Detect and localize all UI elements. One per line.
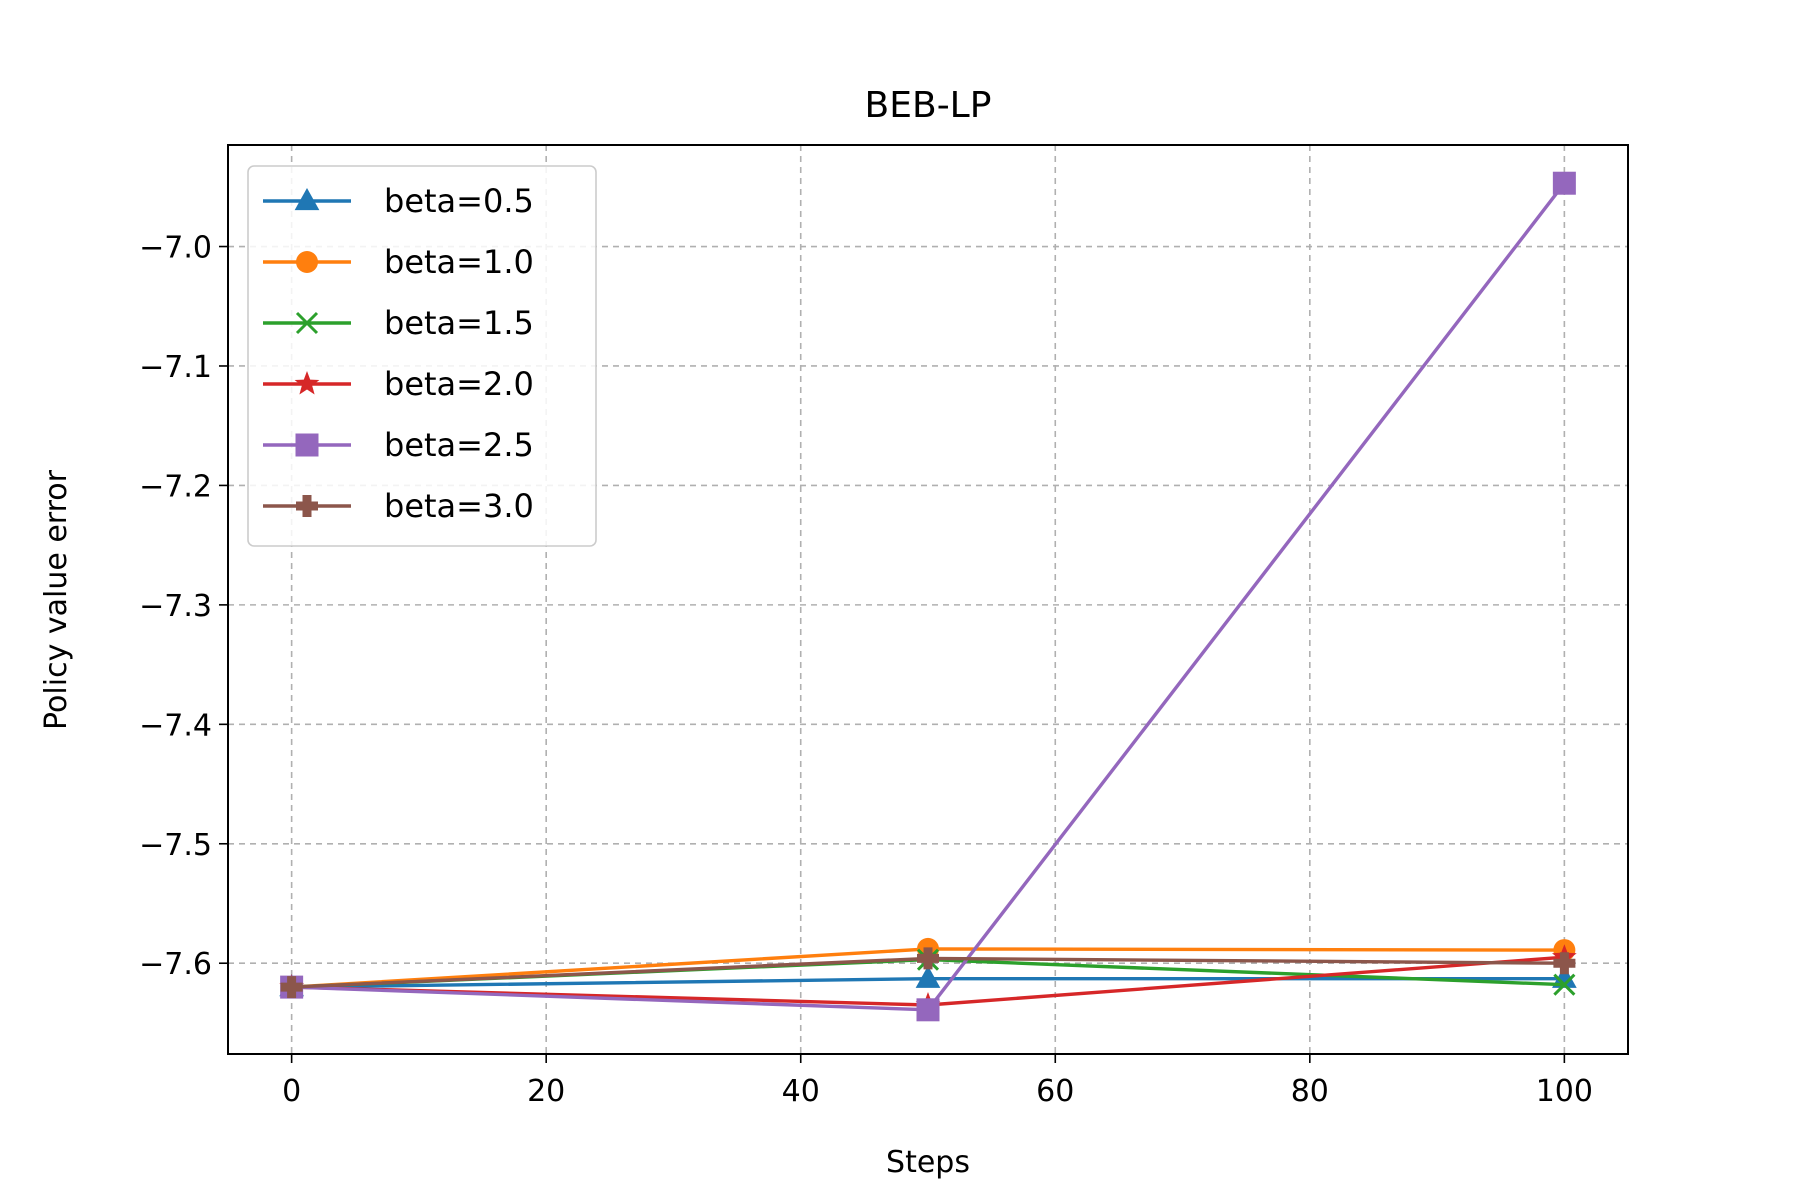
- x-tick-label: 100: [1536, 1074, 1593, 1109]
- data-point: [1552, 965, 1577, 988]
- legend-item: beta=2.5: [263, 426, 534, 464]
- legend-marker: [294, 188, 320, 211]
- x-tick-label: 20: [527, 1074, 565, 1109]
- data-point: [917, 947, 939, 970]
- legend-item: beta=1.5: [263, 304, 534, 342]
- x-tick-label: 40: [782, 1074, 820, 1109]
- legend-item: beta=0.5: [263, 182, 534, 220]
- x-axis-label: Steps: [886, 1145, 970, 1180]
- legend-item: beta=2.0: [263, 365, 534, 403]
- tick-layer: 0 20 40 60 80 100 −7.6 −7.5 −7.4 −7.3 −7.2 −7.1 −7.0: [139, 231, 1593, 1109]
- legend-item: beta=3.0: [263, 487, 534, 525]
- series-beta=2.5: [280, 171, 1576, 1022]
- legend-marker: [296, 251, 318, 273]
- data-point: [1553, 952, 1576, 975]
- legend-label: beta=0.5: [384, 182, 534, 220]
- legend-marker: [296, 495, 318, 517]
- series-layer: [279, 171, 1577, 1022]
- legend: beta=0.5 beta=1.0 beta=1.5 beta=2.0 beta=2.5…: [247, 165, 597, 547]
- y-tick-label: −7.2: [139, 469, 212, 504]
- x-tick-label: 80: [1291, 1074, 1329, 1109]
- y-tick-label: −7.4: [139, 708, 212, 743]
- y-tick-label: −7.5: [139, 828, 212, 863]
- data-point: [1552, 171, 1576, 195]
- y-tick-label: −7.0: [139, 231, 212, 266]
- legend-label: beta=1.0: [384, 243, 534, 281]
- legend-marker: [294, 371, 320, 395]
- legend-item: beta=1.0: [263, 243, 534, 281]
- legend-marker: [295, 311, 319, 335]
- data-point: [280, 976, 303, 999]
- y-tick-label: −7.6: [139, 947, 212, 982]
- x-tick-label: 60: [1036, 1074, 1074, 1109]
- y-axis-label: Policy value error: [39, 469, 74, 730]
- y-tick-label: −7.3: [139, 589, 212, 624]
- data-point: [915, 965, 941, 988]
- legend-label: beta=1.5: [384, 304, 534, 342]
- legend-marker: [295, 433, 319, 457]
- x-tick-label: 0: [282, 1074, 301, 1109]
- legend-label: beta=3.0: [384, 487, 534, 525]
- plot-frame: [227, 144, 1629, 1055]
- data-point: [916, 998, 940, 1022]
- legend-label: beta=2.5: [384, 426, 534, 464]
- legend-label: beta=2.0: [384, 365, 534, 403]
- series-beta=3.0: [280, 947, 1576, 999]
- data-point: [1553, 973, 1576, 996]
- y-tick-label: −7.1: [139, 350, 212, 385]
- chart-title: BEB-LP: [865, 85, 992, 126]
